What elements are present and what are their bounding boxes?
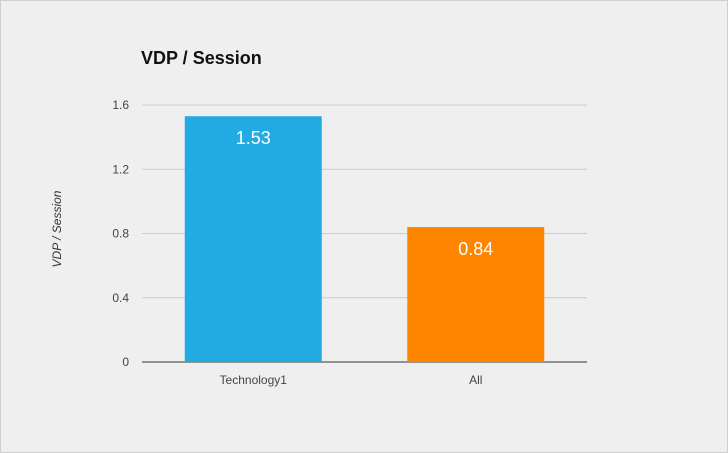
- y-tick-labels: 0 0.4 0.8 1.2 1.6: [112, 98, 129, 369]
- x-tick-labels: Technology1 All: [220, 373, 483, 387]
- y-tick-label: 1.6: [112, 98, 129, 112]
- y-tick-label: 1.2: [112, 162, 129, 176]
- bar-technology1: [184, 116, 322, 363]
- y-tick-label: 0.4: [112, 291, 129, 305]
- y-tick-label: 0: [122, 355, 129, 369]
- chart-title: VDP / Session: [141, 48, 262, 68]
- bars: [184, 116, 545, 363]
- data-label: 0.84: [458, 239, 493, 259]
- x-tick-label: All: [469, 373, 482, 387]
- data-labels: 1.53 0.84: [236, 128, 494, 259]
- x-tick-label: Technology1: [220, 373, 288, 387]
- y-axis-label: VDP / Session: [50, 190, 64, 267]
- y-tick-label: 0.8: [112, 227, 129, 241]
- data-label: 1.53: [236, 128, 271, 148]
- bar-all: [407, 227, 545, 362]
